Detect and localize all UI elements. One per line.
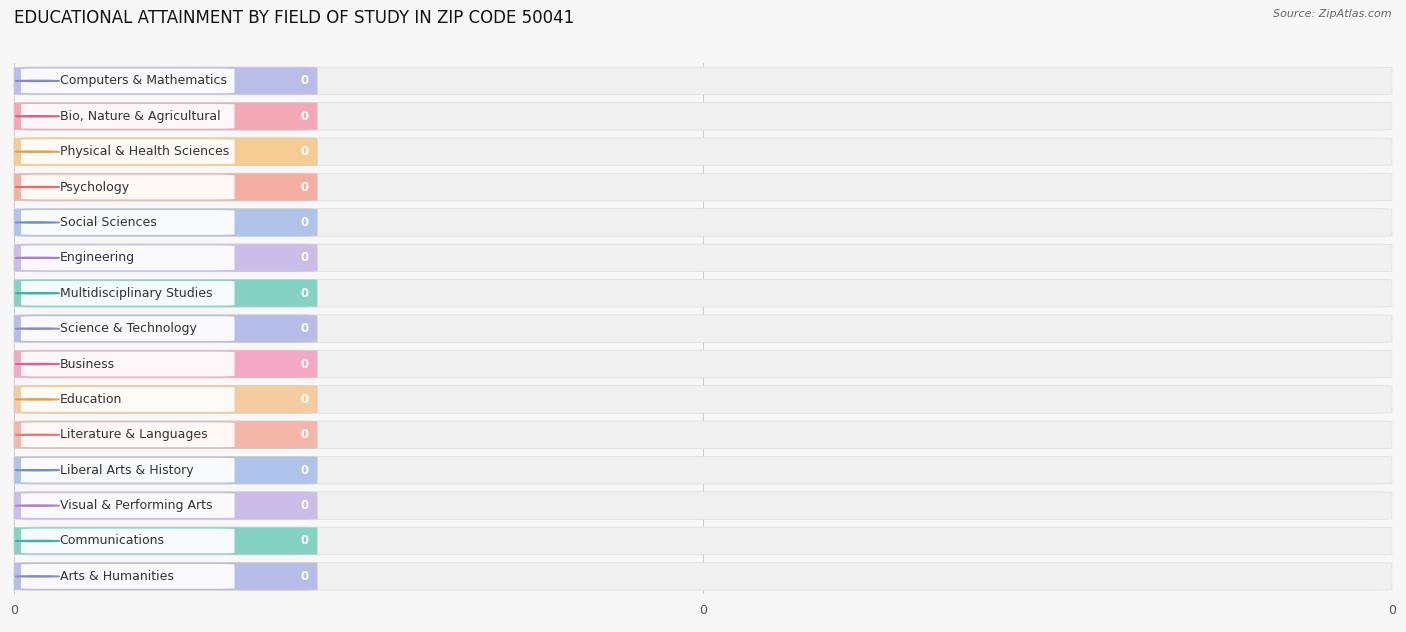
Text: 0: 0 bbox=[301, 216, 309, 229]
Circle shape bbox=[15, 186, 59, 188]
Circle shape bbox=[15, 116, 59, 117]
FancyBboxPatch shape bbox=[14, 279, 318, 307]
FancyBboxPatch shape bbox=[14, 492, 318, 520]
Text: 0: 0 bbox=[301, 428, 309, 441]
FancyBboxPatch shape bbox=[14, 138, 1392, 166]
FancyBboxPatch shape bbox=[14, 315, 318, 343]
Text: 0: 0 bbox=[301, 535, 309, 547]
Circle shape bbox=[15, 470, 59, 471]
FancyBboxPatch shape bbox=[14, 421, 318, 449]
Text: Bio, Nature & Agricultural: Bio, Nature & Agricultural bbox=[59, 110, 221, 123]
Text: 0: 0 bbox=[301, 358, 309, 370]
Text: 0: 0 bbox=[301, 75, 309, 87]
FancyBboxPatch shape bbox=[14, 67, 318, 95]
FancyBboxPatch shape bbox=[21, 316, 235, 341]
FancyBboxPatch shape bbox=[21, 210, 235, 235]
Circle shape bbox=[15, 505, 59, 506]
FancyBboxPatch shape bbox=[21, 458, 235, 483]
FancyBboxPatch shape bbox=[21, 245, 235, 270]
FancyBboxPatch shape bbox=[21, 528, 235, 554]
FancyBboxPatch shape bbox=[14, 209, 1392, 236]
Text: Business: Business bbox=[59, 358, 115, 370]
FancyBboxPatch shape bbox=[14, 527, 1392, 555]
FancyBboxPatch shape bbox=[21, 564, 235, 589]
Circle shape bbox=[15, 328, 59, 329]
Text: Literature & Languages: Literature & Languages bbox=[59, 428, 207, 441]
FancyBboxPatch shape bbox=[14, 173, 1392, 201]
FancyBboxPatch shape bbox=[14, 279, 1392, 307]
Circle shape bbox=[15, 540, 59, 542]
Text: 0: 0 bbox=[301, 499, 309, 512]
FancyBboxPatch shape bbox=[21, 422, 235, 447]
Text: 0: 0 bbox=[301, 322, 309, 335]
FancyBboxPatch shape bbox=[14, 102, 318, 130]
FancyBboxPatch shape bbox=[14, 350, 1392, 378]
Text: Education: Education bbox=[59, 393, 122, 406]
FancyBboxPatch shape bbox=[21, 104, 235, 129]
FancyBboxPatch shape bbox=[14, 102, 1392, 130]
FancyBboxPatch shape bbox=[14, 209, 318, 236]
FancyBboxPatch shape bbox=[21, 139, 235, 164]
FancyBboxPatch shape bbox=[14, 386, 318, 413]
Text: Arts & Humanities: Arts & Humanities bbox=[59, 570, 173, 583]
Text: Science & Technology: Science & Technology bbox=[59, 322, 197, 335]
Circle shape bbox=[15, 151, 59, 152]
FancyBboxPatch shape bbox=[14, 244, 1392, 272]
FancyBboxPatch shape bbox=[21, 493, 235, 518]
Text: 0: 0 bbox=[301, 252, 309, 264]
Circle shape bbox=[15, 80, 59, 82]
Text: EDUCATIONAL ATTAINMENT BY FIELD OF STUDY IN ZIP CODE 50041: EDUCATIONAL ATTAINMENT BY FIELD OF STUDY… bbox=[14, 9, 574, 27]
Circle shape bbox=[15, 434, 59, 435]
Text: 0: 0 bbox=[301, 464, 309, 477]
FancyBboxPatch shape bbox=[14, 562, 318, 590]
Text: 0: 0 bbox=[301, 145, 309, 158]
Circle shape bbox=[15, 257, 59, 258]
Text: Liberal Arts & History: Liberal Arts & History bbox=[59, 464, 193, 477]
FancyBboxPatch shape bbox=[14, 456, 1392, 484]
FancyBboxPatch shape bbox=[21, 68, 235, 94]
Text: Physical & Health Sciences: Physical & Health Sciences bbox=[59, 145, 229, 158]
FancyBboxPatch shape bbox=[14, 421, 1392, 449]
Circle shape bbox=[15, 576, 59, 577]
Text: Multidisciplinary Studies: Multidisciplinary Studies bbox=[59, 287, 212, 300]
Text: Psychology: Psychology bbox=[59, 181, 129, 193]
FancyBboxPatch shape bbox=[14, 456, 318, 484]
FancyBboxPatch shape bbox=[21, 387, 235, 412]
FancyBboxPatch shape bbox=[14, 562, 1392, 590]
Text: 0: 0 bbox=[301, 110, 309, 123]
Text: Social Sciences: Social Sciences bbox=[59, 216, 156, 229]
FancyBboxPatch shape bbox=[21, 174, 235, 200]
Text: Engineering: Engineering bbox=[59, 252, 135, 264]
FancyBboxPatch shape bbox=[21, 351, 235, 377]
Text: Visual & Performing Arts: Visual & Performing Arts bbox=[59, 499, 212, 512]
Text: Computers & Mathematics: Computers & Mathematics bbox=[59, 75, 226, 87]
Text: Source: ZipAtlas.com: Source: ZipAtlas.com bbox=[1274, 9, 1392, 20]
FancyBboxPatch shape bbox=[21, 281, 235, 306]
Text: 0: 0 bbox=[301, 287, 309, 300]
FancyBboxPatch shape bbox=[14, 527, 318, 555]
FancyBboxPatch shape bbox=[14, 492, 1392, 520]
Circle shape bbox=[15, 222, 59, 223]
FancyBboxPatch shape bbox=[14, 138, 318, 166]
Circle shape bbox=[15, 293, 59, 294]
FancyBboxPatch shape bbox=[14, 173, 318, 201]
Text: Communications: Communications bbox=[59, 535, 165, 547]
Circle shape bbox=[15, 399, 59, 400]
FancyBboxPatch shape bbox=[14, 350, 318, 378]
FancyBboxPatch shape bbox=[14, 386, 1392, 413]
FancyBboxPatch shape bbox=[14, 67, 1392, 95]
Circle shape bbox=[15, 363, 59, 365]
Text: 0: 0 bbox=[301, 393, 309, 406]
Text: 0: 0 bbox=[301, 570, 309, 583]
FancyBboxPatch shape bbox=[14, 315, 1392, 343]
Text: 0: 0 bbox=[301, 181, 309, 193]
FancyBboxPatch shape bbox=[14, 244, 318, 272]
